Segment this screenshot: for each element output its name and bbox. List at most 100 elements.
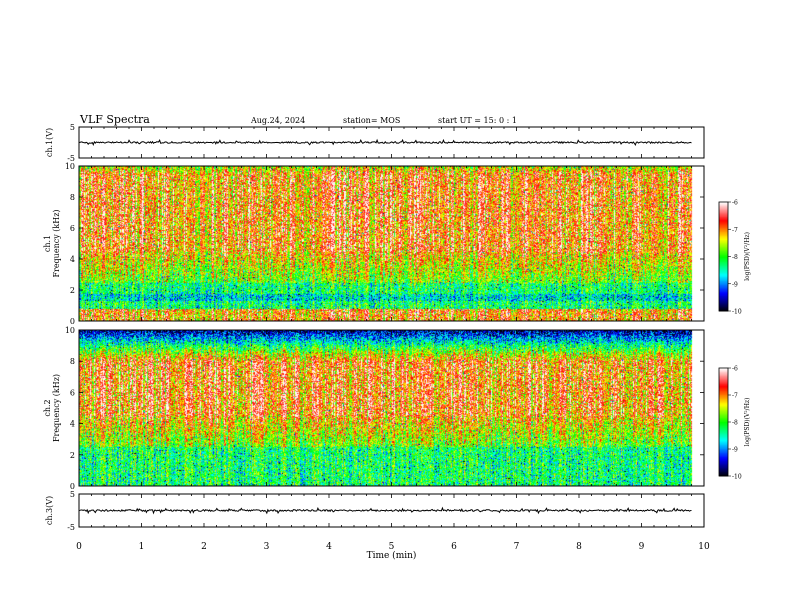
colorbar-cell [719, 278, 728, 281]
colorbar-cell [719, 291, 728, 294]
colorbar-cell [719, 377, 728, 380]
colorbar-cell [719, 216, 728, 219]
colorbar-cell [719, 389, 728, 392]
colorbar-cell [719, 246, 728, 249]
colorbar-cell [719, 438, 728, 441]
colorbar-tick-label: -8 [732, 254, 738, 261]
colorbar-cell [719, 236, 728, 238]
y-tick-label: 0 [70, 317, 75, 326]
colorbar-cell [719, 212, 728, 215]
ch3-waveform-ylabel: ch.3(V) [45, 496, 54, 525]
colorbar-cell [719, 302, 728, 305]
y-tick-label: 6 [70, 224, 75, 233]
colorbar-cell [719, 207, 728, 210]
y-tick-label: -5 [67, 523, 75, 532]
x-tick-label: 5 [389, 542, 395, 552]
colorbar-cell [719, 463, 728, 466]
station-label: station= MOS [343, 116, 400, 125]
colorbar-cell [719, 206, 728, 208]
figure-title: VLF Spectra [79, 113, 150, 126]
colorbar-cell [719, 251, 728, 253]
colorbar-cell [719, 294, 728, 297]
colorbar-cell [719, 431, 728, 434]
colorbar-cell [719, 471, 728, 474]
colorbar-cell [719, 245, 728, 248]
colorbar-cell [719, 393, 728, 396]
y-tick-label: 10 [65, 162, 75, 171]
x-tick-label: 8 [576, 542, 582, 552]
date-label: Aug.24, 2024 [250, 116, 305, 125]
colorbar-cell [719, 211, 728, 214]
colorbar-cell [719, 435, 728, 438]
colorbar-cell [719, 233, 728, 236]
colorbar-cell [719, 218, 728, 221]
y-tick-label: 8 [70, 193, 75, 202]
colorbar-cell [719, 237, 728, 240]
y-tick-label: 5 [70, 123, 75, 132]
colorbar-cell [719, 467, 728, 470]
colorbar-cell [719, 304, 728, 307]
panel-ch2-spectrogram: 0 2 4 6 8 10 ch.2Frequency (kHz) [43, 326, 705, 491]
colorbar-cell [719, 289, 728, 292]
colorbar-cell [719, 416, 728, 419]
colorbar-cell [719, 422, 728, 424]
colorbar-cell [719, 374, 728, 377]
colorbar-cell [719, 417, 728, 420]
ch1-spectrogram-ylabel: ch.1Frequency (kHz) [43, 209, 61, 277]
colorbar-cell [719, 442, 728, 445]
colorbar-cell [719, 214, 728, 217]
colorbar-cell [719, 423, 728, 426]
colorbar-cell [719, 378, 728, 381]
colorbar-tick-label: -7 [732, 393, 738, 400]
x-tick-label: 3 [264, 542, 270, 552]
colorbar-cell [719, 447, 728, 450]
colorbar-cell [719, 281, 728, 283]
x-tick-label: 9 [639, 542, 645, 552]
colorbar-cell [719, 244, 728, 247]
colorbar-cell [719, 242, 728, 245]
panel-ch1-spectrogram: 0 2 4 6 8 10 ch.1Frequency (kHz) [43, 162, 705, 326]
panel-ch1-waveform: 5 -5 ch.1(V) [45, 123, 705, 163]
colorbar-cell [719, 272, 728, 275]
colorbar-cell [719, 455, 728, 458]
colorbar-tick-label: -6 [732, 366, 738, 373]
colorbar-cell [719, 457, 728, 459]
colorbar-cell [719, 306, 728, 309]
colorbar-cell [719, 276, 728, 279]
ch2-spectrogram-raster [79, 330, 704, 486]
colorbar-cell [719, 436, 728, 439]
colorbar-cell [719, 382, 728, 385]
y-tick-label: 2 [70, 286, 75, 295]
colorbar-cell [719, 266, 728, 268]
colorbar-cell [719, 221, 728, 223]
time-axis: 0 1 2 3 4 5 6 7 8 9 10 Time (min) [76, 542, 710, 561]
colorbar-cell [719, 240, 728, 243]
colorbar-cell [719, 270, 728, 272]
colorbar-cell [719, 427, 728, 430]
ch2-spectrogram-ylabel: ch.2Frequency (kHz) [43, 374, 61, 442]
colorbar-cell [719, 229, 728, 232]
colorbar-cell [719, 446, 728, 449]
colorbar-cell [719, 385, 728, 388]
colorbar-cell [719, 279, 728, 282]
start-time-label: start UT = 15: 0 : 1 [438, 116, 517, 125]
colorbar-cell [719, 290, 728, 293]
colorbar-label: log(PSD)(V²/Hz) [744, 232, 751, 281]
colorbar-cell [719, 470, 728, 473]
colorbar-cell [719, 241, 728, 244]
colorbar-cell [719, 296, 728, 298]
colorbar-cell [719, 297, 728, 300]
colorbar-cell [719, 275, 728, 278]
colorbar-cell [719, 373, 728, 376]
colorbar-cell [719, 453, 728, 455]
colorbar-cell [719, 300, 728, 302]
colorbar-cell [719, 403, 728, 405]
colorbar-cell [719, 369, 728, 372]
colorbar-cell [719, 432, 728, 435]
colorbar-cell [719, 308, 728, 311]
colorbar-cell [719, 386, 728, 389]
colorbar-cell [719, 257, 728, 260]
x-tick-label: 2 [201, 542, 207, 552]
colorbar-cell [719, 424, 728, 427]
ch1-spectrogram-raster [79, 166, 704, 321]
